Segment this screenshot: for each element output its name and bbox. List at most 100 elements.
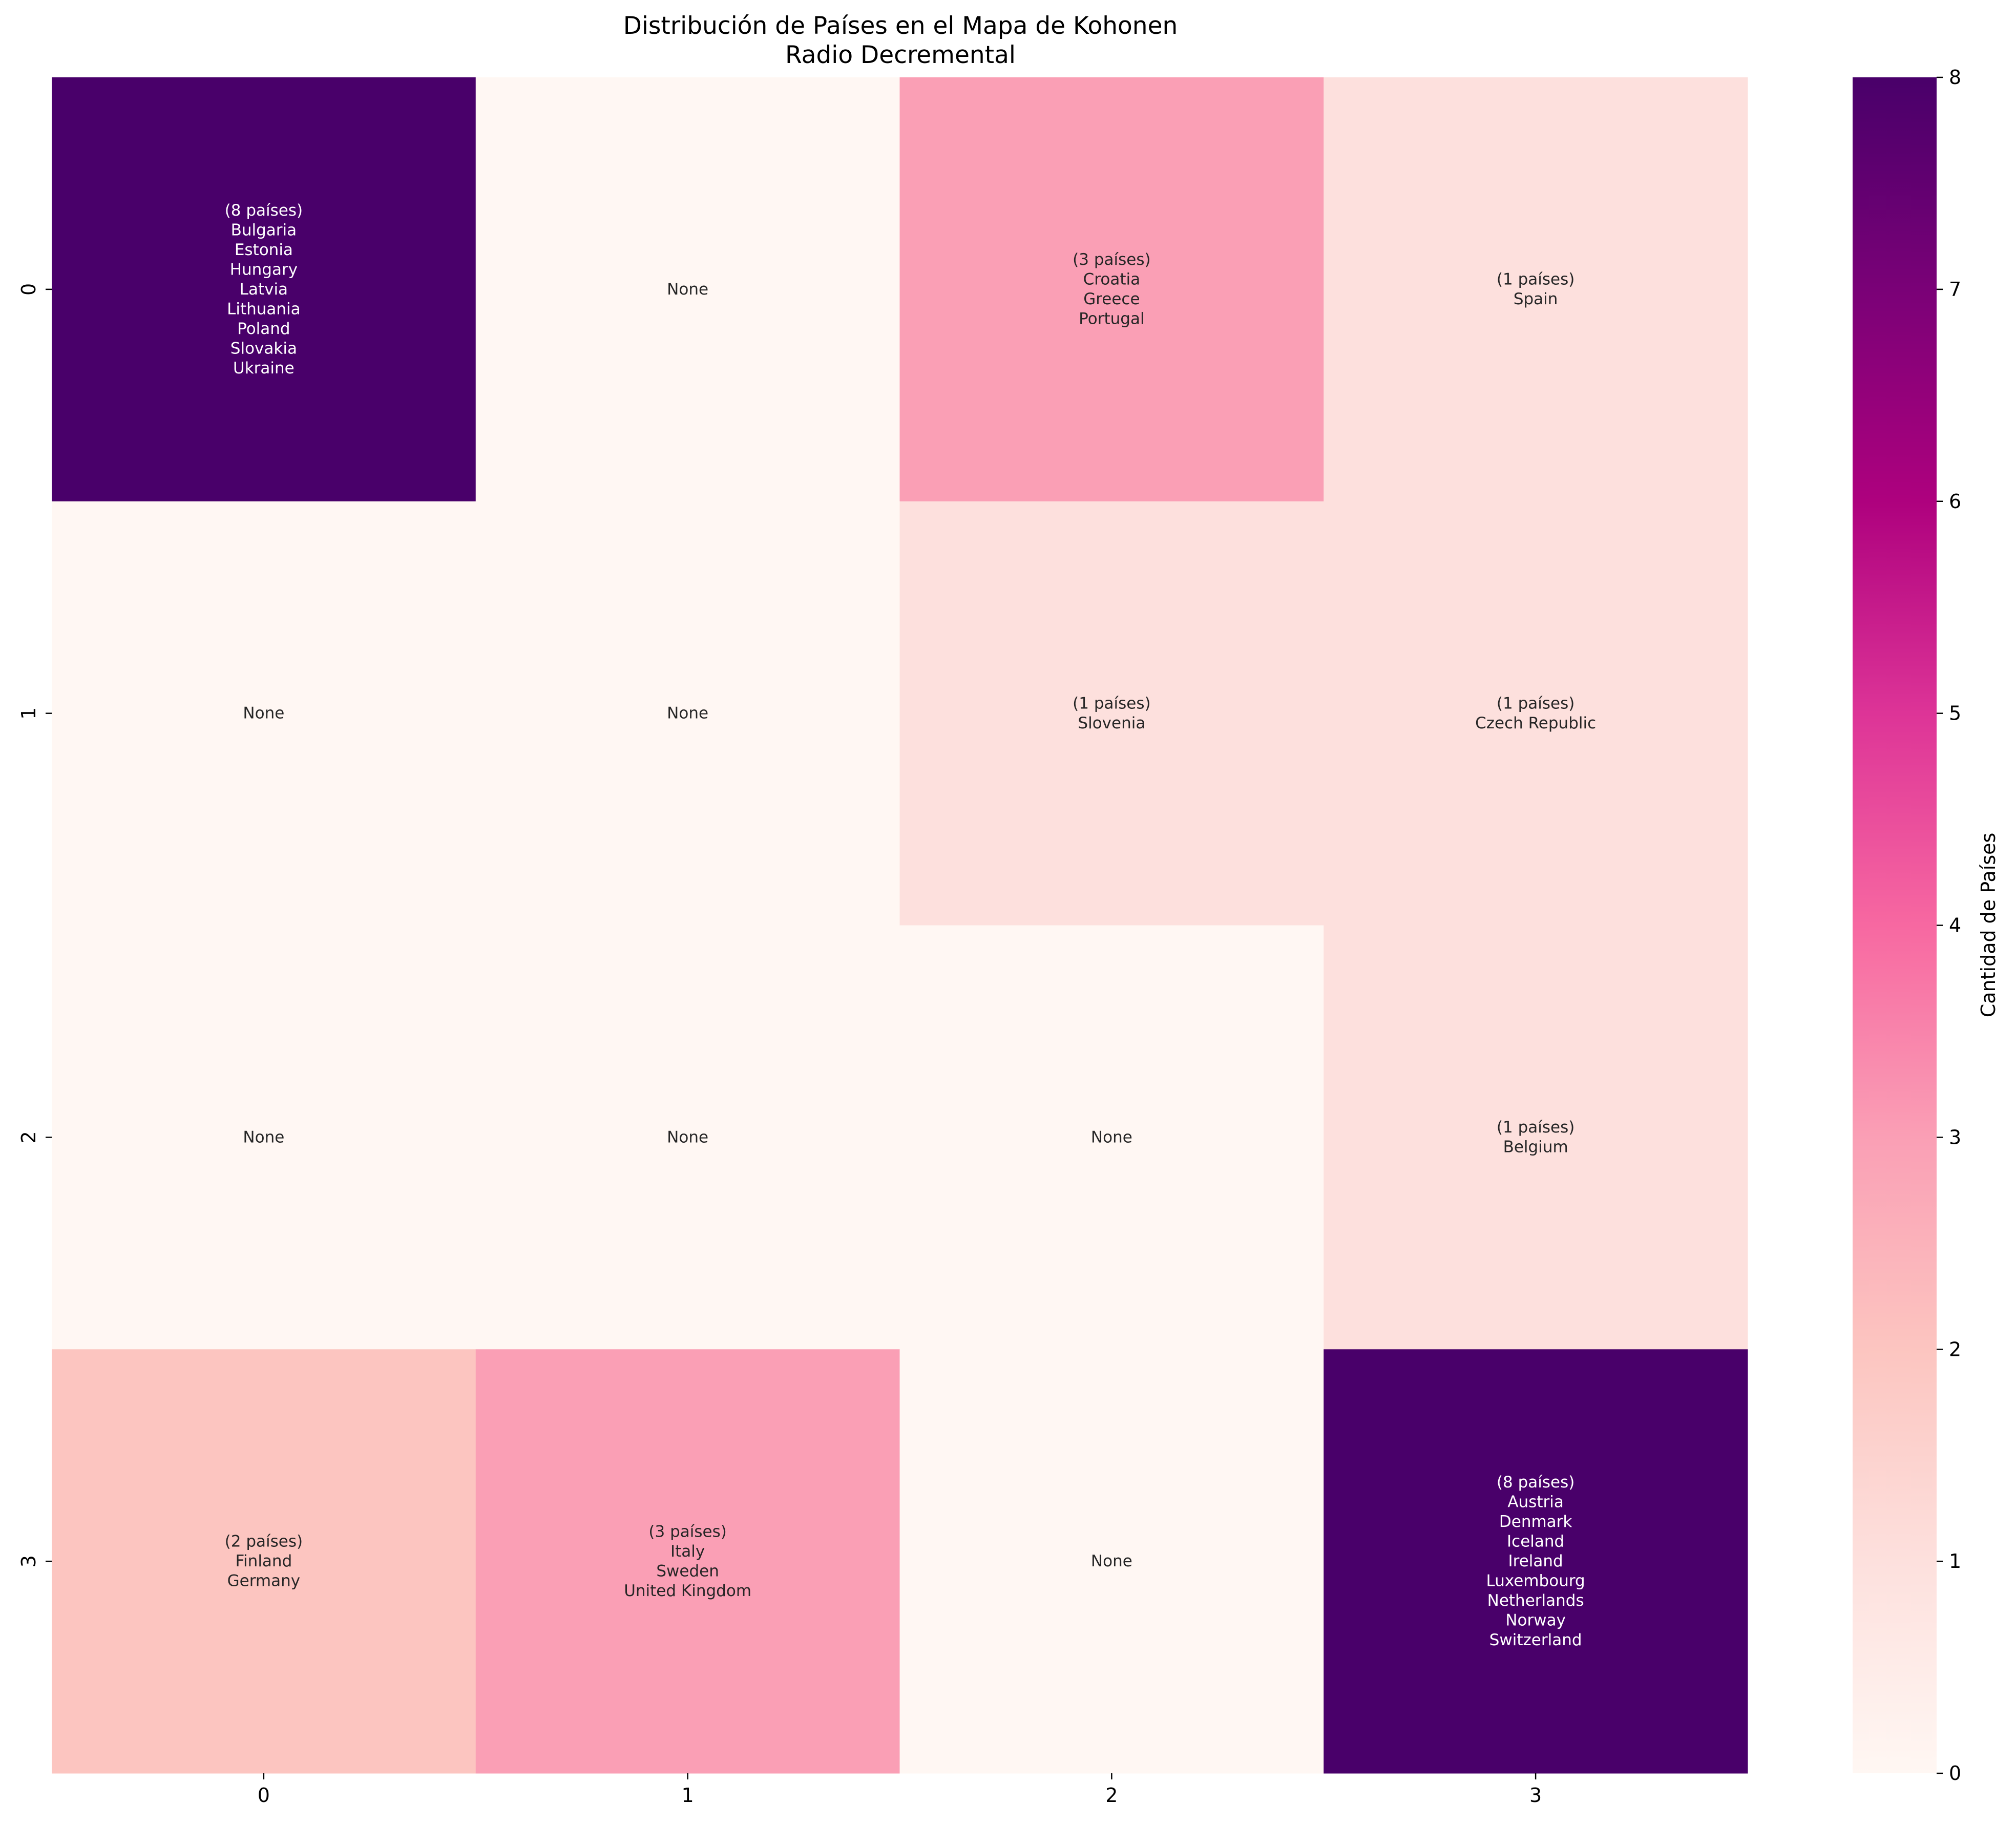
cell-label-line: Latvia <box>240 280 288 299</box>
cell-label: None <box>243 1128 284 1146</box>
y-tick-label: 0 <box>17 283 40 296</box>
heatmap-cell <box>1324 925 1748 1350</box>
cell-label-line: Austria <box>1507 1493 1564 1512</box>
cell-label-line: Finland <box>235 1552 292 1570</box>
cell-label-line: Slovakia <box>230 339 297 358</box>
colorbar-tick-label: 1 <box>1949 1550 1961 1572</box>
y-tick-label: 3 <box>17 1555 40 1567</box>
cell-label-line: Iceland <box>1507 1533 1564 1551</box>
cell-label: None <box>1091 1552 1132 1570</box>
colorbar-tick-label: 2 <box>1949 1338 1961 1360</box>
cell-label-line: None <box>243 1128 284 1146</box>
cell-label: None <box>1091 1128 1132 1146</box>
colorbar-tick-label: 0 <box>1949 1762 1961 1785</box>
cell-label-line: Hungary <box>230 260 298 279</box>
cell-label-line: (8 países) <box>1497 1473 1574 1492</box>
cell-label: None <box>667 704 708 723</box>
heatmap-cell <box>899 77 1324 502</box>
cell-label-line: None <box>667 280 708 299</box>
cell-label-line: Belgium <box>1503 1138 1568 1157</box>
cell-label-line: (2 países) <box>225 1533 303 1551</box>
colorbar-label: Cantidad de Países <box>1977 833 2000 1018</box>
cell-label-line: Germany <box>227 1572 300 1590</box>
colorbar-tick-label: 5 <box>1949 702 1961 725</box>
cell-label-line: Switzerland <box>1489 1631 1582 1649</box>
heatmap-cell <box>52 925 476 1350</box>
y-axis: 0 1 2 3 <box>17 283 52 1567</box>
colorbar-tick-label: 3 <box>1949 1126 1961 1148</box>
y-tick-label: 2 <box>17 1131 40 1143</box>
heatmap-cell <box>899 925 1324 1350</box>
colorbar: 0 1 2 3 4 5 6 7 8 Cantidad de Países <box>1853 66 2000 1785</box>
cell-label-line: Estonia <box>235 241 293 259</box>
cell-label-line: Slovenia <box>1078 714 1145 732</box>
cell-label-line: Ukraine <box>233 359 295 377</box>
cell-label-line: United Kingdom <box>624 1582 751 1600</box>
cell-label-line: (1 países) <box>1497 1118 1574 1137</box>
cell-label: (3 países) Croatia Greece Portugal <box>1073 250 1150 328</box>
cell-label: (8 países) Austria Denmark Iceland Ireland Lu… <box>1486 1473 1585 1649</box>
colorbar-tick-label: 8 <box>1949 66 1961 89</box>
cell-label-line: Portugal <box>1079 310 1144 328</box>
cell-label-line: None <box>667 704 708 723</box>
x-tick-label: 2 <box>1105 1784 1118 1807</box>
cell-label: (8 países) Bulgaria Estonia Hungary Latvia Li… <box>225 201 303 377</box>
colorbar-tick-label: 7 <box>1949 278 1961 301</box>
heatmap-cell-labels: (8 países) Bulgaria Estonia Hungary Latvia Li… <box>225 201 1596 1649</box>
heatmap-cell <box>1324 501 1748 926</box>
heatmap-cell <box>899 501 1324 926</box>
cell-label-line: Spain <box>1514 290 1558 308</box>
cell-label-line: (3 países) <box>1073 250 1150 269</box>
cell-label-line: Luxembourg <box>1486 1572 1585 1590</box>
heatmap-cell <box>475 77 900 502</box>
cell-label-line: None <box>243 704 284 723</box>
cell-label-line: (1 países) <box>1497 694 1574 712</box>
cell-label-line: Denmark <box>1499 1513 1572 1531</box>
cell-label: None <box>243 704 284 723</box>
cell-label-line: None <box>1091 1128 1132 1146</box>
colorbar-tick-label: 4 <box>1949 914 1961 937</box>
heatmap-cell <box>475 1349 900 1774</box>
chart-title: Distribución de Países en el Mapa de Koh… <box>623 12 1178 40</box>
x-axis: 0 1 2 3 <box>258 1773 1542 1807</box>
cell-label-line: Poland <box>237 320 290 338</box>
colorbar-gradient <box>1853 77 1937 1773</box>
heatmap-cell <box>899 1349 1324 1774</box>
cell-label-line: Croatia <box>1083 270 1140 289</box>
heatmap-cell <box>1324 77 1748 502</box>
x-tick-label: 0 <box>258 1784 270 1807</box>
cell-label-line: Italy <box>670 1542 705 1561</box>
cell-label: None <box>667 280 708 299</box>
cell-label-line: None <box>667 1128 708 1146</box>
y-tick-label: 1 <box>17 707 40 720</box>
cell-label-line: (1 países) <box>1073 694 1150 712</box>
cell-label-line: Norway <box>1505 1611 1566 1630</box>
heatmap-cells <box>52 77 1748 1774</box>
heatmap-cell <box>1324 1349 1748 1774</box>
x-tick-label: 1 <box>682 1784 694 1807</box>
cell-label: (1 países) Belgium <box>1497 1118 1574 1157</box>
cell-label: (3 países) Italy Sweden United Kingdom <box>624 1522 751 1600</box>
heatmap-cell <box>52 1349 476 1774</box>
heatmap-cell <box>52 77 476 502</box>
cell-label: None <box>667 1128 708 1146</box>
heatmap-cell <box>475 501 900 926</box>
heatmap-cell <box>52 501 476 926</box>
cell-label: (1 países) Czech Republic <box>1475 694 1596 732</box>
cell-label-line: Netherlands <box>1487 1591 1584 1610</box>
cell-label-line: Lithuania <box>227 300 301 318</box>
cell-label-line: Ireland <box>1508 1552 1563 1570</box>
cell-label-line: (8 países) <box>225 201 303 220</box>
colorbar-ticks: 0 1 2 3 4 5 6 7 8 <box>1937 66 1961 1785</box>
cell-label: (2 países) Finland Germany <box>225 1533 303 1590</box>
cell-label-line: None <box>1091 1552 1132 1570</box>
cell-label-line: Greece <box>1083 290 1140 308</box>
cell-label-line: Czech Republic <box>1475 714 1596 732</box>
cell-label: (1 países) Spain <box>1497 270 1574 309</box>
colorbar-tick-label: 6 <box>1949 490 1961 513</box>
cell-label-line: Sweden <box>656 1562 719 1580</box>
heatmap-cell <box>475 925 900 1350</box>
cell-label: (1 países) Slovenia <box>1073 694 1150 732</box>
